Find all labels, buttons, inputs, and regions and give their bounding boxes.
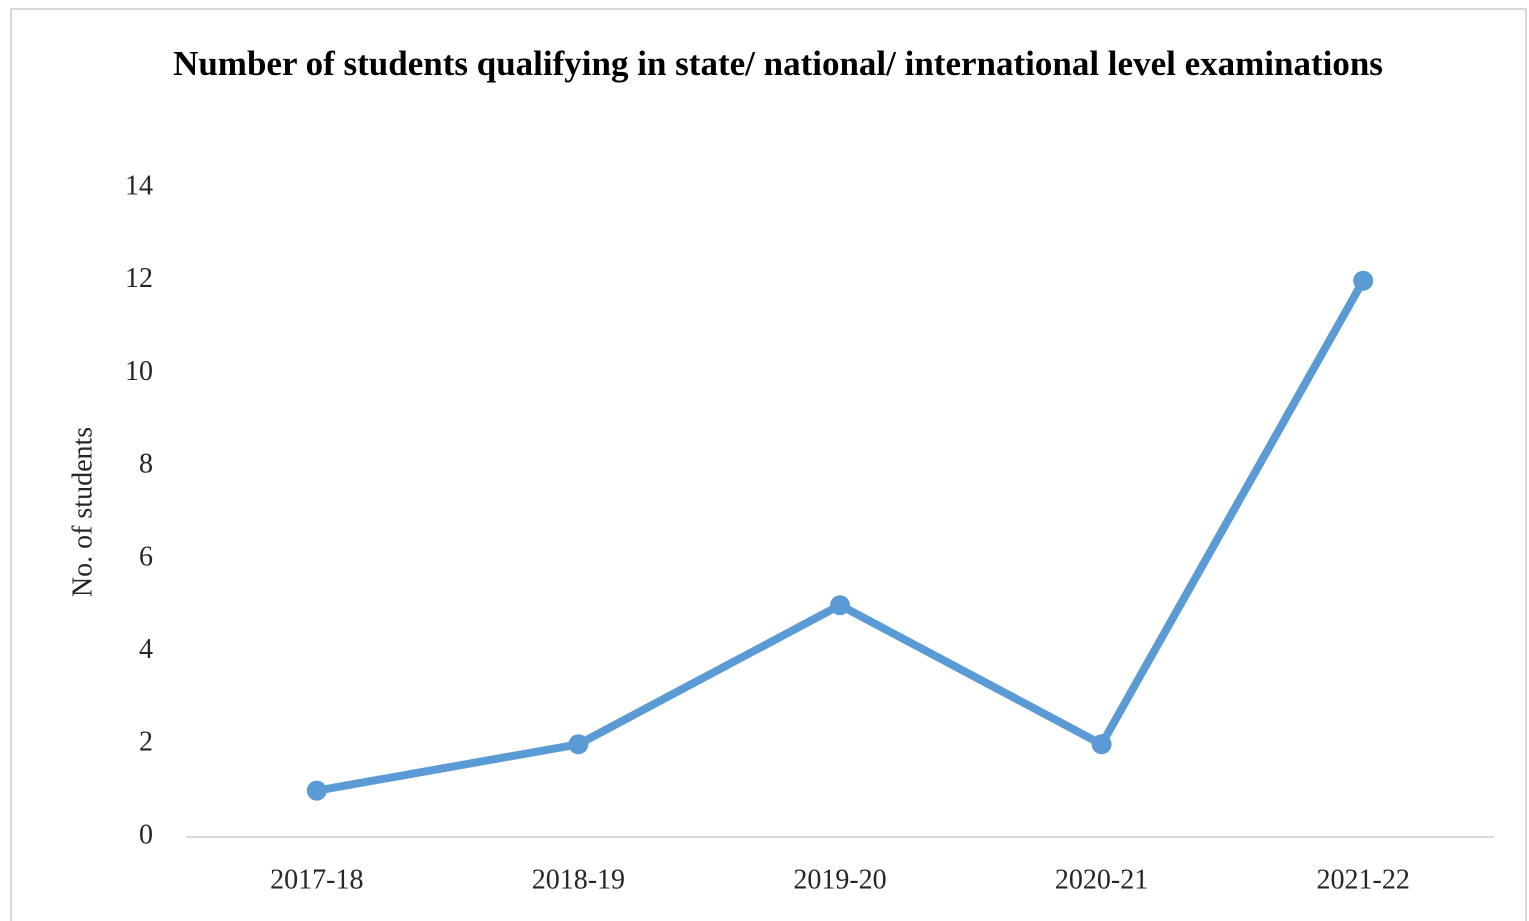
x-tick-label: 2019-20 (793, 864, 886, 895)
data-point (1353, 270, 1374, 291)
data-point (568, 734, 589, 755)
y-axis-label: No. of students (67, 427, 98, 597)
line-series (312, 276, 1368, 795)
y-tick-label: 8 (139, 449, 153, 480)
y-tick-label: 14 (125, 170, 153, 201)
data-point (306, 780, 327, 801)
x-tick-label: 2021-22 (1317, 864, 1410, 895)
x-tick-label: 2020-21 (1055, 864, 1148, 895)
y-tick-label: 0 (139, 819, 153, 850)
y-tick-label: 4 (139, 634, 153, 665)
chart-frame (10, 8, 1527, 921)
y-tick-label: 2 (139, 727, 153, 758)
chart-title: Number of students qualifying in state/ … (173, 44, 1383, 83)
y-tick-label: 10 (125, 356, 153, 387)
data-point (830, 595, 850, 616)
y-tick-label: 6 (139, 541, 153, 572)
data-point (1091, 734, 1112, 755)
y-tick-label: 12 (125, 263, 153, 294)
x-tick-label: 2018-19 (532, 864, 625, 895)
x-tick-label: 2017-18 (270, 864, 363, 895)
